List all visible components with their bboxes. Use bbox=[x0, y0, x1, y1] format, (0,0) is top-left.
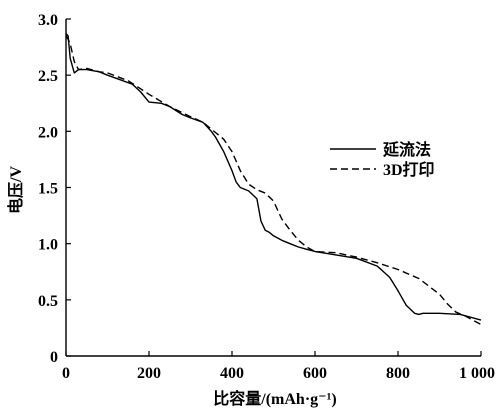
legend-label-3d-print: 3D打印 bbox=[383, 160, 435, 179]
x-tick-label: 600 bbox=[303, 365, 327, 382]
series-line-yanliufa bbox=[65, 33, 482, 321]
y-tick-label: 3.0 bbox=[38, 12, 58, 29]
y-tick-label: 1.0 bbox=[38, 237, 58, 254]
x-tick-label: 200 bbox=[137, 365, 161, 382]
x-tick-label: 0 bbox=[62, 365, 70, 382]
legend-label-yanliufa: 延流法 bbox=[382, 140, 431, 159]
y-tick-label: 0 bbox=[50, 349, 58, 366]
y-axis-title: 电压/V bbox=[6, 166, 25, 214]
x-axis-title: 比容量/(mAh·g⁻¹) bbox=[213, 389, 336, 408]
y-tick-label: 1.5 bbox=[38, 181, 58, 198]
plot-area bbox=[65, 33, 482, 326]
legend: 延流法 3D打印 bbox=[330, 140, 435, 179]
y-tick-label: 2.5 bbox=[38, 68, 58, 85]
y-tick-label: 0.5 bbox=[38, 293, 58, 310]
series-line-3d-print bbox=[65, 35, 482, 326]
y-axis: 0 0.5 1.0 1.5 2.0 2.5 3.0 bbox=[38, 12, 71, 366]
y-tick-label: 2.0 bbox=[38, 124, 58, 141]
x-axis: 0 200 400 600 800 1 000 bbox=[62, 351, 495, 382]
x-tick-label: 800 bbox=[386, 365, 410, 382]
x-tick-label: 1 000 bbox=[459, 365, 495, 382]
x-tick-label: 400 bbox=[220, 365, 244, 382]
